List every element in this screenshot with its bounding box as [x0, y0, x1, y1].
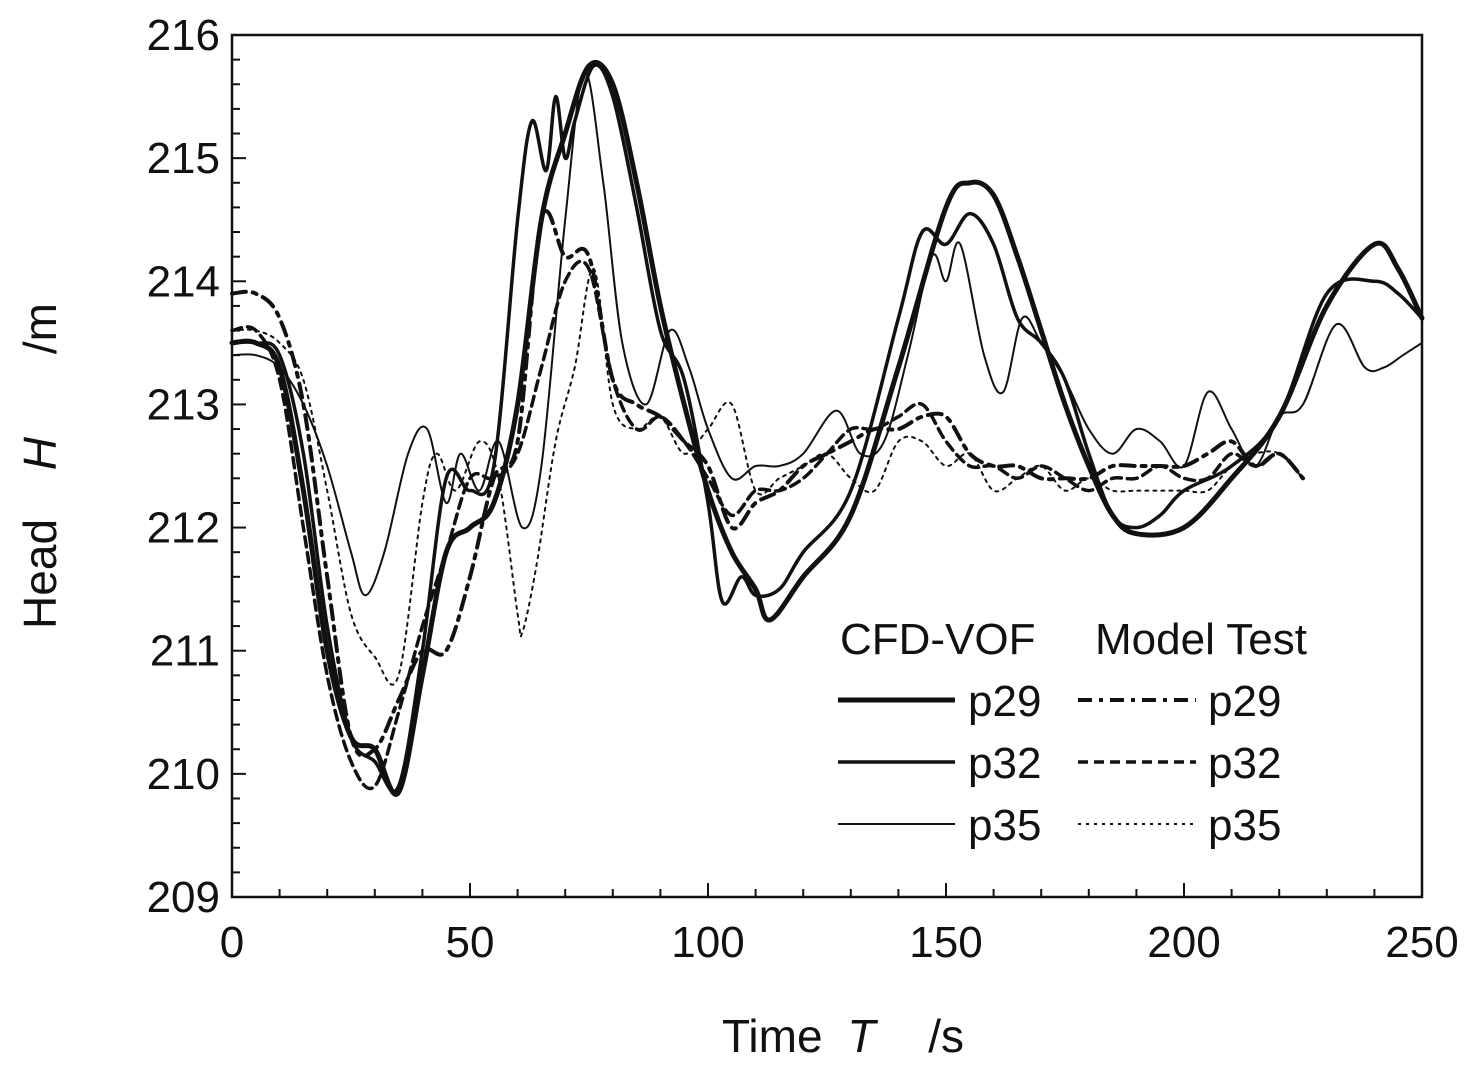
x-axis-unit: /s [928, 1010, 964, 1062]
y-tick-label: 211 [150, 627, 220, 676]
legend-label-test-p29: p29 [1208, 677, 1281, 726]
y-axis-variable: H [14, 436, 66, 470]
x-axis-variable: T [847, 1010, 878, 1062]
legend-label-test-p35: p35 [1208, 801, 1281, 850]
y-axis-unit: /m [14, 303, 66, 354]
axis-ticks [231, 34, 1423, 898]
y-axis-label: Head [14, 519, 66, 629]
plot-frame [230, 33, 1424, 899]
legend-label-cfd-p32: p32 [968, 739, 1041, 788]
x-tick-label: 250 [1385, 918, 1458, 967]
series-cfd-vof-p35 [231, 70, 1423, 597]
series-model-test-p32 [230, 259, 1305, 791]
y-tick-label: 210 [147, 750, 220, 799]
y-tick-label: 213 [147, 380, 220, 429]
y-tick-label: 216 [147, 11, 220, 60]
x-axis-label: Time [722, 1010, 823, 1062]
x-tick-label: 100 [671, 918, 744, 967]
y-tick-label: 215 [147, 134, 220, 183]
y-tick-label: 209 [147, 873, 220, 922]
x-tick-label: 50 [446, 918, 495, 967]
y-tick-label: 212 [147, 504, 220, 553]
legend: CFD-VOF Model Test p29 p29 p32 p32 p35 p… [838, 615, 1307, 850]
x-tick-label: 200 [1147, 918, 1220, 967]
series-layer [229, 60, 1425, 797]
legend-header-cfd: CFD-VOF [840, 615, 1036, 664]
legend-header-test: Model Test [1095, 615, 1307, 664]
axis-tick-labels: 0 50 100 150 200 250 209 210 211 212 213 214 215 216 [147, 11, 1459, 967]
y-tick-label: 214 [147, 257, 220, 306]
series-cfd-vof-p32 [230, 63, 1424, 794]
y-axis-title: Head H /m [14, 303, 66, 629]
x-tick-label: 150 [909, 918, 982, 967]
legend-label-cfd-p35: p35 [968, 801, 1041, 850]
series-model-test-p35 [231, 267, 1304, 686]
legend-label-test-p32: p32 [1208, 739, 1281, 788]
x-tick-label: 0 [220, 918, 244, 967]
series-model-test-p29 [230, 209, 1305, 759]
series-cfd-vof-p29 [229, 60, 1425, 797]
legend-label-cfd-p29: p29 [968, 677, 1041, 726]
x-axis-title: Time T /s [722, 1010, 964, 1062]
